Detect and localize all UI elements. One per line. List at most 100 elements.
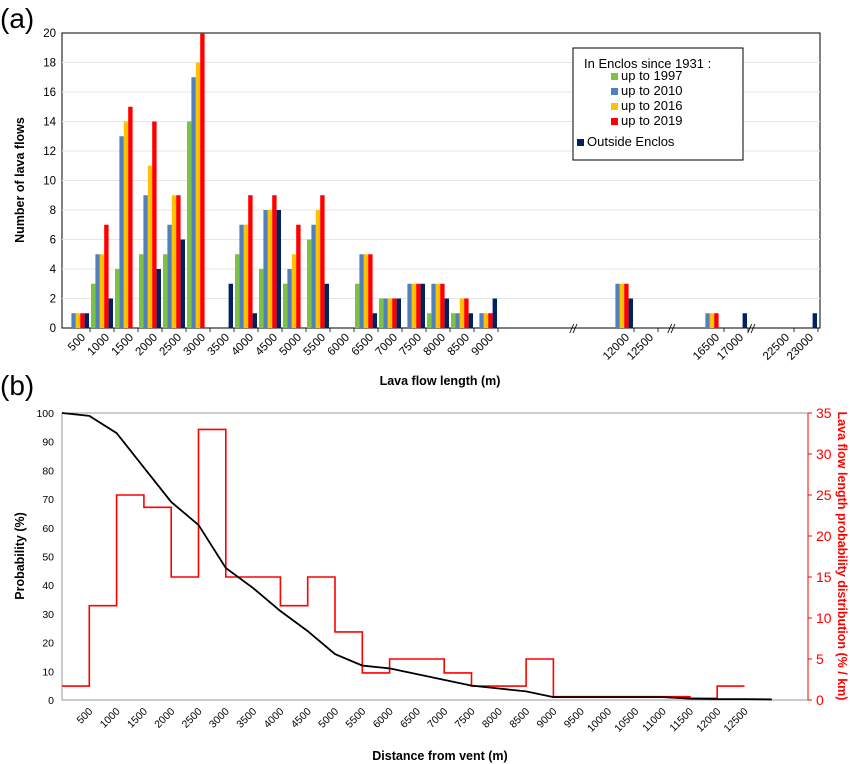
x-tick-label: 5500: [302, 332, 329, 359]
panel-b-plot-area: [61, 412, 809, 701]
bar-up-to-2010-16500: [705, 313, 710, 328]
y-tick-label: 6: [50, 235, 56, 247]
legend-swatch: [611, 73, 618, 80]
x-tick-label: 6000: [326, 332, 353, 359]
bar-up-to-2016-9000: [483, 313, 489, 328]
bar-outside-enclos-9000: [492, 298, 497, 328]
x-tick-label: 9000: [470, 332, 497, 359]
left-y-tick-label: 90: [42, 437, 54, 449]
bar-up-to-2019-1500: [128, 106, 133, 328]
bar-outside-enclos-17000: [742, 313, 747, 328]
bar-outside-enclos-4000: [252, 313, 257, 328]
x-tick-label: 4500: [289, 706, 314, 731]
bar-up-to-2019-3000: [200, 33, 205, 328]
bar-up-to-2010-7500: [407, 283, 412, 328]
bar-up-to-2019-1000: [104, 224, 109, 328]
y-tick-label: 18: [43, 58, 56, 70]
panel-a-label: (a): [0, 3, 34, 34]
legend-heading: In Enclos since 1931 :: [584, 56, 711, 71]
bar-up-to-2010-12000: [615, 283, 620, 328]
bar-up-to-2016-2500: [171, 195, 177, 328]
left-y-tick-label: 50: [42, 552, 54, 564]
y-tick-label: 12: [43, 146, 56, 158]
bar-outside-enclos-6500: [372, 313, 377, 328]
x-tick-label: 11500: [667, 706, 696, 735]
left-y-tick-label: 0: [48, 695, 54, 707]
bar-up-to-2019-4000: [248, 195, 253, 328]
panel-b-probability-distribution: [62, 428, 745, 700]
x-tick-label: 8000: [480, 706, 505, 731]
bar-outside-enclos-4500: [276, 210, 281, 328]
panel-b-label: (b): [0, 370, 34, 401]
x-tick-label: 5000: [278, 332, 305, 359]
bar-up-to-2010-4000: [239, 224, 244, 328]
bar-outside-enclos-1000: [108, 298, 113, 328]
bar-up-to-1997-4500: [259, 269, 264, 328]
x-tick-label: 2500: [158, 332, 185, 359]
x-tick-label: 3000: [207, 706, 232, 731]
bar-up-to-2010-2500: [167, 224, 172, 328]
x-tick-label: 1500: [125, 706, 150, 731]
x-tick-label: 12500: [625, 332, 656, 363]
bar-outside-enclos-3500: [228, 283, 233, 328]
bar-up-to-2010-3000: [191, 77, 196, 328]
panel-b-x-ticks: 500 1000 1500 2000 2500 3000 3500 4000 4500 5000 5…: [75, 706, 751, 735]
x-tick-label: 4000: [262, 706, 287, 731]
bar-up-to-1997-3000: [187, 121, 192, 328]
bar-up-to-1997-8000: [427, 313, 432, 328]
bar-up-to-2010-5000: [287, 269, 292, 328]
bar-outside-enclos-500: [84, 313, 89, 328]
bar-up-to-2019-8500: [464, 298, 469, 328]
left-y-tick-label: 80: [42, 465, 54, 477]
right-y-tick-label: 15: [816, 569, 832, 585]
panel-b-right-y-axis-title: Lava flow length probability distributio…: [835, 412, 849, 701]
x-tick-label: 12000: [694, 706, 723, 735]
bar-up-to-1997-1500: [115, 269, 120, 328]
legend-swatch: [611, 118, 618, 125]
panel-a-y-axis-title: Number of lava flows: [13, 117, 27, 243]
y-tick-label: 20: [43, 28, 56, 40]
bar-up-to-2010-6500: [359, 254, 364, 328]
x-tick-label: 4000: [230, 332, 257, 359]
right-y-tick-label: 25: [816, 487, 832, 503]
bar-outside-enclos-8500: [468, 313, 473, 328]
bar-outside-enclos-23000: [812, 313, 817, 328]
bar-up-to-2016-7000: [387, 298, 393, 328]
legend-label: Outside Enclos: [587, 134, 675, 149]
left-y-tick-label: 60: [42, 523, 54, 535]
bar-up-to-2019-16500: [714, 313, 719, 328]
x-tick-label: 11000: [640, 706, 669, 735]
x-tick-label: 5000: [316, 706, 341, 731]
x-tick-label: 2000: [152, 706, 177, 731]
x-tick-label: 1000: [98, 706, 123, 731]
x-tick-label: 2000: [134, 332, 161, 359]
bar-up-to-2016-8500: [459, 298, 465, 328]
bar-up-to-2019-7000: [392, 298, 397, 328]
bar-up-to-2019-9000: [488, 313, 493, 328]
bar-up-to-2010-7000: [383, 298, 388, 328]
x-tick-label: 7500: [453, 706, 478, 731]
x-tick-label: 5500: [343, 706, 368, 731]
bar-outside-enclos-8000: [444, 298, 449, 328]
bar-up-to-1997-4000: [235, 254, 240, 328]
x-tick-label: 3500: [206, 332, 233, 359]
bar-outside-enclos-2000: [156, 269, 161, 328]
bar-up-to-2016-3000: [195, 62, 201, 328]
y-tick-label: 10: [43, 176, 56, 188]
x-tick-label: 10500: [612, 706, 641, 735]
x-tick-label: 1500: [110, 332, 137, 359]
bar-up-to-2019-12000: [624, 283, 629, 328]
legend-label: up to 1997: [621, 68, 682, 83]
bar-up-to-2019-8000: [440, 283, 445, 328]
left-y-tick-label: 30: [42, 609, 54, 621]
left-y-tick-label: 40: [42, 580, 54, 592]
probability-distribution-step-line: [62, 428, 745, 700]
bar-up-to-2010-1000: [95, 254, 100, 328]
x-tick-label: 8000: [422, 332, 449, 359]
y-tick-label: 2: [50, 294, 56, 306]
bar-up-to-2016-5500: [315, 210, 321, 328]
y-tick-label: 8: [50, 205, 56, 217]
y-tick-label: 4: [50, 264, 57, 276]
